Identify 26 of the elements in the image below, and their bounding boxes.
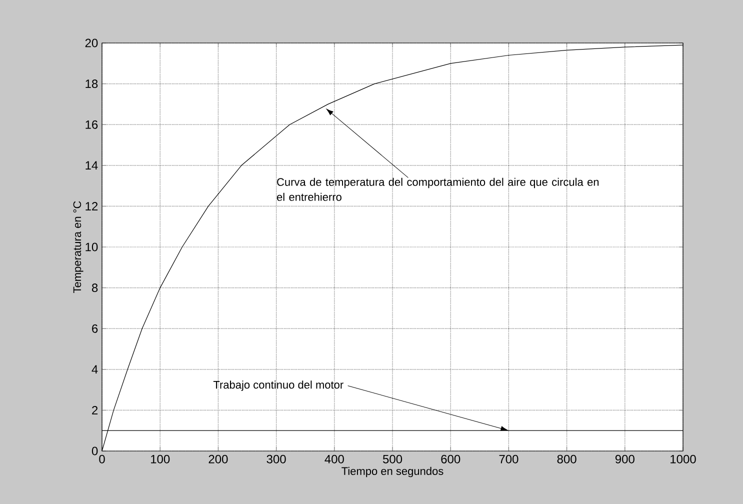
x-tick-label: 400: [324, 454, 344, 464]
y-tick-label: 10: [86, 242, 98, 252]
y-tick-label: 8: [92, 284, 98, 292]
y-tick-label: 6: [92, 324, 98, 333]
y-tick-label: 20: [85, 38, 98, 48]
annotation: Trabajo continuo del motor: [213, 380, 344, 391]
y-tick-label: 12: [86, 202, 98, 210]
y-axis-title: Temperatura en °C: [73, 201, 84, 293]
x-tick-label: 900: [615, 454, 634, 464]
y-tick-label: 4: [92, 365, 98, 374]
x-tick-label: 0: [99, 454, 105, 464]
x-tick-label: 600: [441, 454, 460, 464]
annotation: Curva de temperatura del comportamiento del aire que circula en el entrehierro: [276, 178, 599, 201]
x-tick-label: 700: [499, 454, 518, 464]
x-tick-label: 300: [266, 454, 286, 464]
y-tick-label: 14: [86, 161, 98, 170]
y-tick-label: 16: [86, 120, 98, 129]
x-tick-label: 200: [208, 454, 228, 464]
y-tick-label: 18: [86, 80, 98, 88]
x-tick-label: 800: [557, 454, 576, 464]
y-tick-label: 0: [92, 446, 98, 456]
x-tick-label: 1000: [670, 454, 696, 464]
x-tick-label: 500: [382, 454, 402, 464]
x-tick-label: 100: [151, 454, 170, 464]
x-axis-title: Tiempo en segundos: [342, 466, 444, 478]
y-tick-label: 2: [92, 406, 98, 414]
